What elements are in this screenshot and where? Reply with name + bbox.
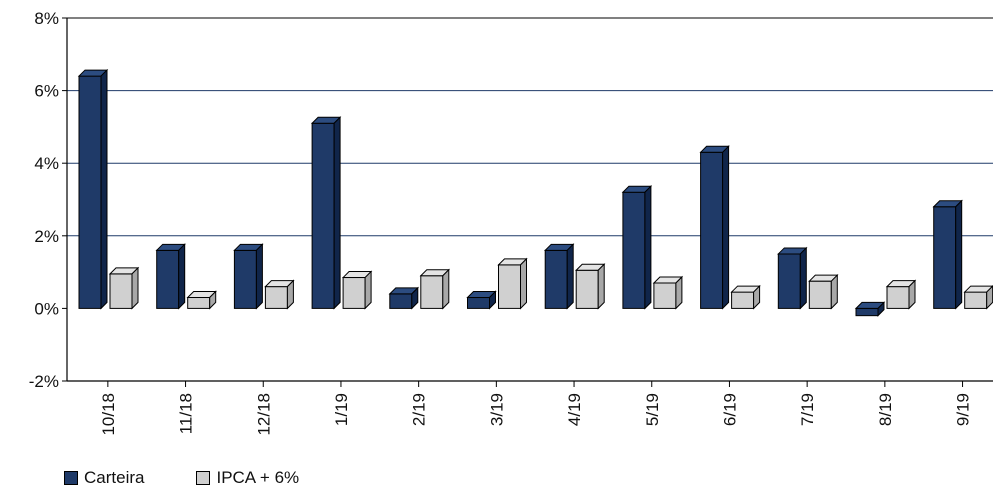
x-tick-label: 5/19 [643,393,662,426]
legend-label-ipca: IPCA + 6% [216,468,300,487]
bar-carteira-side [566,243,574,310]
bar-carteira [932,199,963,310]
bar-ipca-side [908,279,916,310]
legend-label-carteira: Carteira [84,468,145,487]
x-tick-label: 4/19 [565,393,584,426]
bar-carteira-front [467,297,490,309]
bar-ipca-side [675,275,683,310]
bar-ipca-front [342,277,366,309]
bar-ipca-side [520,257,527,310]
bar-ipca-front [808,280,832,309]
bar-carteira-front [933,206,957,309]
bar-ipca-front [420,275,444,309]
bar-ipca-front [575,269,599,309]
bar-carteira [466,290,497,310]
bar-carteira-front [544,249,568,309]
bar-ipca-side [131,266,139,310]
bar-carteira-front [233,249,257,309]
x-tick-label: 7/19 [798,393,817,426]
y-tick-label: 0% [34,299,59,318]
bar-ipca [963,285,993,310]
x-tick-label: 1/19 [332,393,351,426]
bar-carteira-side [877,301,885,317]
bar-ipca [497,257,528,310]
bar-carteira-front [389,293,413,309]
x-tick-label: 9/19 [954,393,973,426]
bar-carteira-side [489,290,496,310]
bar-carteira-front [777,253,801,309]
bar-ipca-front [498,264,521,309]
bar-carteira-front [78,75,102,309]
bar-ipca [419,268,451,310]
bar-carteira [77,68,109,310]
bar-ipca [808,273,839,310]
bar-carteira [854,301,886,317]
legend: Carteira IPCA + 6% [64,468,351,488]
legend-item-carteira: Carteira [64,468,144,488]
bar-ipca-front [653,282,677,309]
bar-ipca-front [109,273,133,309]
bar-ipca-side [597,263,605,310]
bar-ipca [574,263,606,310]
bar-carteira [543,243,575,310]
bar-ipca-front [964,291,988,309]
bar-ipca [264,279,295,310]
bar-carteira-front [700,151,724,309]
x-tick-label: 12/18 [254,393,273,436]
bar-carteira-side [955,199,963,310]
bar-ipca-side [753,284,761,310]
legend-swatch-ipca [196,471,211,485]
bar-carteira-front [156,249,180,309]
bar-ipca [186,290,217,310]
y-tick-label: -2% [29,372,59,391]
bar-ipca-side [286,279,294,310]
bar-ipca [885,279,917,310]
bar-carteira-side [255,243,263,310]
x-tick-label: 11/18 [177,393,196,434]
x-tick-label: 10/18 [99,393,118,436]
bar-carteira-side [333,116,341,310]
bar-carteira-side [411,286,419,310]
legend-item-ipca: IPCA + 6% [196,468,299,488]
x-tick-label: 6/19 [720,393,739,426]
x-tick-label: 2/19 [410,393,429,426]
bar-carteira [310,116,342,310]
y-tick-label: 8% [34,9,59,28]
y-tick-label: 4% [34,154,59,173]
x-tick-label: 3/19 [487,393,506,426]
bar-ipca [652,275,684,310]
bar-ipca-front [264,286,288,309]
bar-ipca-side [209,290,217,310]
bar-carteira-front [855,307,879,317]
bar-ipca-side [364,270,372,310]
bar-carteira [155,243,186,310]
bar-ipca [108,266,140,310]
bar-ipca-side [442,268,450,310]
bar-ipca-side [830,273,838,310]
x-tick-label: 8/19 [876,393,895,426]
bar-carteira [621,185,653,310]
bar-carteira-side [799,246,807,310]
bar-carteira-side [722,145,730,310]
bar-carteira [699,145,730,310]
bar-carteira-side [644,185,652,310]
y-tick-label: 6% [34,82,59,101]
legend-swatch-carteira [64,471,78,485]
bar-carteira-side [178,243,186,310]
y-tick-label: 2% [34,227,59,246]
bar-ipca-front [187,297,211,309]
bar-ipca [341,270,373,310]
bar-carteira-front [311,122,335,309]
bar-carteira [777,246,808,310]
bar-ipca-front [731,291,755,309]
bar-carteira-front [622,191,646,309]
bar-ipca-front [886,286,910,309]
bar-carteira-side [100,68,108,310]
bar-ipca [730,284,761,310]
bar-carteira [388,286,420,310]
bar-carteira [233,243,264,310]
